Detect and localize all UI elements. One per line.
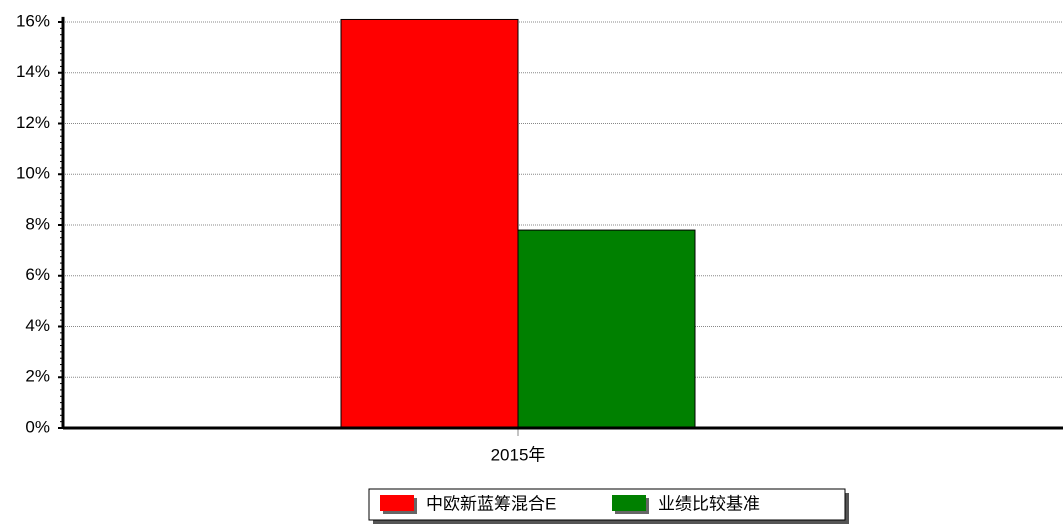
y-tick-label: 14% (16, 62, 50, 81)
y-tick-label: 6% (25, 265, 50, 284)
y-tick-label: 2% (25, 367, 50, 386)
y-tick-label: 16% (16, 11, 50, 30)
bar (340, 18, 519, 429)
y-tick-label: 12% (16, 113, 50, 132)
y-tick-label: 8% (25, 214, 50, 233)
legend-swatch (380, 495, 414, 511)
y-tick-label: 0% (25, 417, 50, 436)
y-tick-label: 10% (16, 164, 50, 183)
legend-label: 中欧新蓝筹混合E (426, 494, 556, 513)
legend-swatch (612, 495, 646, 511)
bar (517, 229, 696, 429)
legend-box (368, 488, 846, 521)
y-tick-label: 4% (25, 316, 50, 335)
x-tick-label: 2015年 (491, 445, 546, 464)
legend-label: 业绩比较基准 (658, 494, 760, 513)
